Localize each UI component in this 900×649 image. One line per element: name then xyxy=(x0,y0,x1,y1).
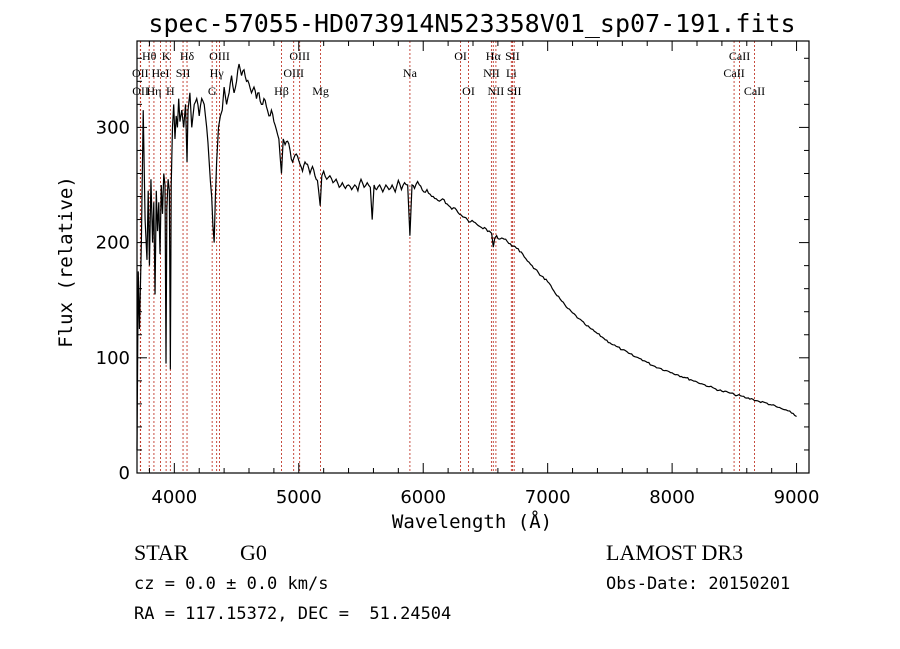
plot-frame xyxy=(136,40,810,474)
survey-name: LAMOST DR3 xyxy=(606,540,743,565)
coordinates: RA = 117.15372, DEC = 51.24504 xyxy=(134,604,451,624)
emission-line-label: OI xyxy=(454,49,467,63)
x-tick-label: 7000 xyxy=(525,487,571,508)
x-tick-label: 9000 xyxy=(774,487,820,508)
x-axis-label: Wavelength (Å) xyxy=(392,510,552,533)
emission-line-label: SII xyxy=(176,66,191,80)
emission-line-label: OIII xyxy=(283,66,304,80)
emission-line-label: Hα xyxy=(486,49,502,63)
emission-line-label: Hη xyxy=(146,84,161,98)
emission-line-label: NII xyxy=(488,84,505,98)
y-tick-label: 300 xyxy=(96,117,130,138)
emission-line-label: SII xyxy=(505,49,520,63)
y-tick-label: 0 xyxy=(119,463,130,484)
emission-line-label: Hβ xyxy=(274,84,289,98)
emission-line-label: OIII xyxy=(209,49,230,63)
y-axis-label: Flux (relative) xyxy=(55,176,77,348)
chart-title: spec-57055-HD073914N523358V01_sp07-191.f… xyxy=(148,9,795,38)
emission-line-label: Hθ xyxy=(142,49,157,63)
redshift-velocity: cz = 0.0 ± 0.0 km/s xyxy=(134,574,328,594)
emission-line-label: Hγ xyxy=(210,66,225,80)
emission-line-label: Hδ xyxy=(180,49,195,63)
emission-line-label: CaII xyxy=(729,49,750,63)
spectrum-line xyxy=(136,63,797,450)
emission-lines xyxy=(139,41,755,473)
observation-date: Obs-Date: 20150201 xyxy=(606,574,790,594)
emission-line-label: K xyxy=(162,49,171,63)
emission-line-label: Mg xyxy=(312,84,329,98)
emission-line-label: SII xyxy=(507,84,522,98)
emission-line-label: G xyxy=(208,84,217,98)
x-tick-label: 4000 xyxy=(151,487,197,508)
object-class: STAR xyxy=(134,540,189,565)
emission-line-label: OII xyxy=(132,66,149,80)
x-axis-ticks: 4000 5000 6000 7000 8000 9000 xyxy=(148,41,820,508)
x-tick-label: 8000 xyxy=(649,487,695,508)
emission-line-label: OIII xyxy=(289,49,310,63)
object-subclass: G0 xyxy=(240,540,267,565)
emission-line-label: Li xyxy=(506,66,517,80)
emission-line-label: CaII xyxy=(744,84,765,98)
emission-line-label: NII xyxy=(483,66,500,80)
x-tick-label: 5000 xyxy=(276,487,322,508)
emission-line-label: CaII xyxy=(723,66,744,80)
y-tick-label: 200 xyxy=(96,233,130,254)
x-tick-label: 6000 xyxy=(400,487,446,508)
y-tick-label: 100 xyxy=(96,348,130,369)
y-axis-ticks: 0 100 200 300 xyxy=(96,57,809,484)
emission-line-label: HeI xyxy=(152,66,170,80)
emission-line-label: H xyxy=(166,84,175,98)
emission-line-label: OI xyxy=(462,84,475,98)
emission-line-label: Na xyxy=(403,66,418,80)
